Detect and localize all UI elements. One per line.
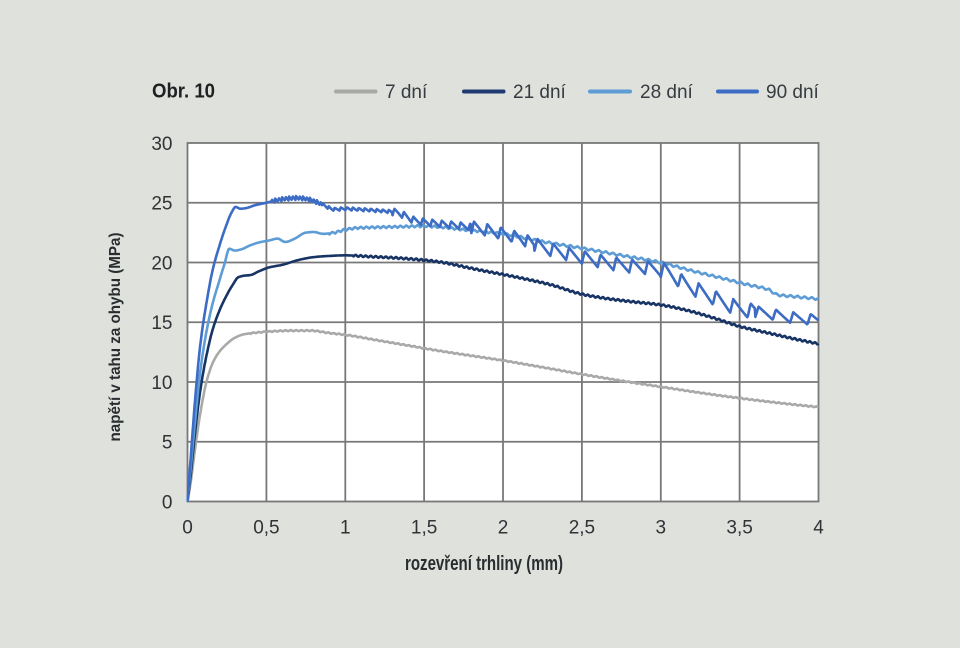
svg-text:0: 0 xyxy=(182,518,193,539)
svg-text:0,5: 0,5 xyxy=(253,518,279,539)
svg-text:4: 4 xyxy=(813,518,824,539)
svg-text:90 dní: 90 dní xyxy=(766,82,820,103)
svg-text:3: 3 xyxy=(656,518,667,539)
svg-text:20: 20 xyxy=(151,254,172,275)
svg-text:21 dní: 21 dní xyxy=(513,82,567,103)
svg-text:Obr. 10: Obr. 10 xyxy=(152,81,215,103)
svg-text:1,5: 1,5 xyxy=(411,518,437,539)
svg-text:0: 0 xyxy=(162,493,173,514)
svg-text:28 dní: 28 dní xyxy=(640,82,694,103)
svg-text:10: 10 xyxy=(151,373,172,394)
svg-text:30: 30 xyxy=(151,134,172,155)
svg-text:1: 1 xyxy=(340,518,351,539)
svg-text:rozevření trhliny (mm): rozevření trhliny (mm) xyxy=(405,553,563,575)
svg-text:2: 2 xyxy=(498,518,509,539)
svg-text:3,5: 3,5 xyxy=(726,518,752,539)
svg-text:2,5: 2,5 xyxy=(569,518,595,539)
svg-text:25: 25 xyxy=(151,194,172,215)
svg-text:7 dní: 7 dní xyxy=(385,82,428,103)
svg-text:15: 15 xyxy=(151,313,172,334)
svg-text:napětí v tahu za ohybu (MPa): napětí v tahu za ohybu (MPa) xyxy=(107,233,124,442)
svg-text:5: 5 xyxy=(162,433,173,454)
